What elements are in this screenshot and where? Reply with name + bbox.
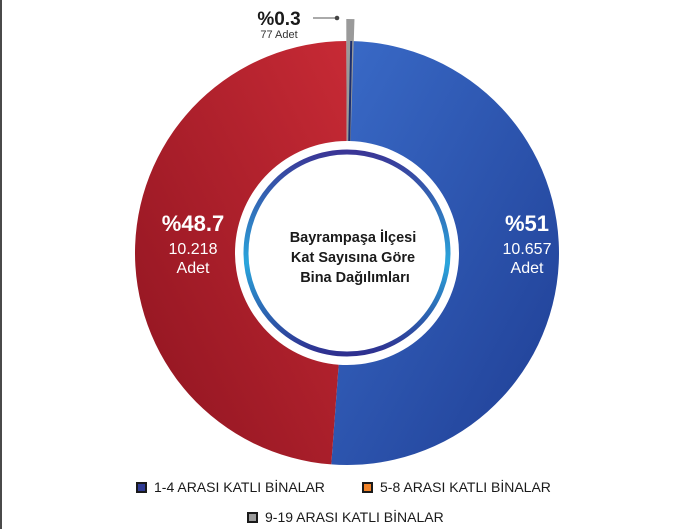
center-title-ring [243,149,451,357]
donut-slice-5-8 [134,41,347,465]
legend-swatch-9-19 [247,511,258,523]
slice-percent-label-9-19: %0.3 [257,9,300,30]
legend-item-1-4: 1-4 ARASI KATLI BİNALAR [136,479,325,495]
legend-label-5-8: 5-8 ARASI KATLI BİNALAR [380,479,551,495]
slice-unit-label-5-8: Adet [177,260,210,277]
legend-swatch-1-4 [136,481,147,493]
donut-slice-1-4 [331,41,560,466]
slice-separator [348,41,353,142]
slice-percent-label-5-8: %48.7 [162,211,224,236]
legend-label-9-19: 9-19 ARASI KATLI BİNALAR [265,509,444,525]
chart-title: Bayrampaşa İlçesi Kat Sayısına Göre Bina… [290,229,421,286]
slice-count-label-9-19: 77 Adet [260,29,297,41]
slice-count-label-5-8: 10.218 [169,241,218,258]
slice-percent-label-1-4: %51 [505,211,549,236]
callout-dot [334,15,340,21]
chart-title-line: Kat Sayısına Göre [291,250,415,266]
chart-title-line: Bayrampaşa İlçesi [290,229,417,246]
legend-item-5-8: 5-8 ARASI KATLI BİNALAR [362,479,551,495]
chart-title-line: Bina Dağılımları [300,270,410,286]
slice-count-label-1-4: 10.657 [503,241,552,258]
legend-label-1-4: 1-4 ARASI KATLI BİNALAR [154,479,325,495]
left-border-rule [0,0,2,529]
legend-swatch-5-8 [362,481,373,493]
legend-item-9-19: 9-19 ARASI KATLI BİNALAR [247,509,444,525]
slice-unit-label-1-4: Adet [511,260,544,277]
